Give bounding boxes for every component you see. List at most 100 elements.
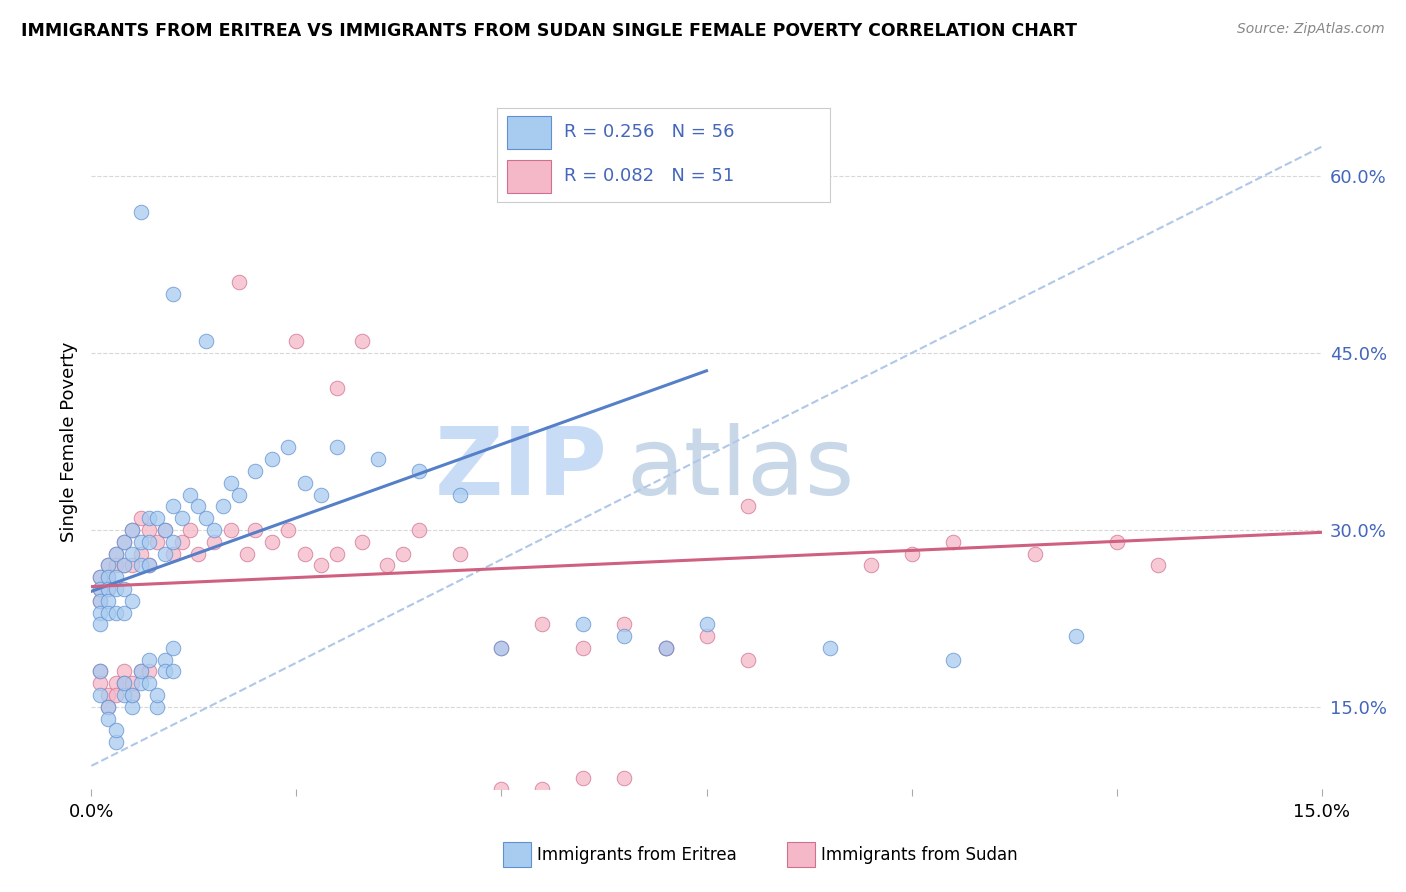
Point: [236, 547, 259, 561]
Point: [138, 676, 160, 690]
Point: [129, 558, 152, 573]
Point: [162, 500, 184, 514]
Point: [202, 523, 225, 537]
Point: [260, 452, 283, 467]
Point: [112, 534, 135, 549]
Point: [97, 582, 120, 596]
Point: [818, 640, 841, 655]
Point: [121, 688, 143, 702]
Point: [187, 547, 209, 561]
Point: [392, 547, 415, 561]
Point: [309, 487, 332, 501]
Point: [375, 558, 398, 573]
Point: [112, 558, 135, 573]
Point: [105, 688, 127, 702]
Point: [112, 688, 135, 702]
Point: [613, 629, 636, 643]
Point: [146, 699, 169, 714]
Point: [408, 523, 430, 537]
Point: [367, 452, 389, 467]
Point: [105, 547, 127, 561]
Point: [129, 534, 152, 549]
Point: [202, 534, 225, 549]
Point: [121, 523, 143, 537]
Point: [138, 653, 160, 667]
Point: [219, 523, 242, 537]
Point: [89, 593, 111, 607]
Point: [170, 511, 193, 525]
Point: [277, 441, 299, 455]
Point: [352, 334, 374, 349]
Point: [97, 606, 120, 620]
Point: [112, 665, 135, 679]
Point: [654, 640, 676, 655]
Point: [260, 534, 283, 549]
Point: [654, 640, 676, 655]
Point: [121, 547, 143, 561]
Point: [146, 511, 169, 525]
Text: Immigrants from Eritrea: Immigrants from Eritrea: [537, 846, 737, 863]
Point: [153, 523, 177, 537]
Point: [97, 688, 120, 702]
Point: [112, 534, 135, 549]
Point: [162, 547, 184, 561]
Point: [1146, 558, 1168, 573]
Point: [121, 699, 143, 714]
Point: [449, 547, 471, 561]
Point: [89, 676, 111, 690]
Point: [138, 511, 160, 525]
Point: [326, 441, 349, 455]
Point: [572, 771, 595, 785]
Point: [219, 475, 242, 490]
Point: [89, 582, 111, 596]
Point: [146, 534, 169, 549]
Point: [900, 547, 922, 561]
Point: [408, 464, 430, 478]
Point: [179, 523, 201, 537]
Point: [245, 523, 267, 537]
Point: [491, 640, 513, 655]
Point: [129, 204, 152, 219]
Point: [326, 547, 349, 561]
Point: [613, 617, 636, 632]
Point: [187, 500, 209, 514]
Point: [97, 570, 120, 584]
Point: [129, 665, 152, 679]
Point: [138, 665, 160, 679]
Point: [153, 665, 177, 679]
Point: [285, 334, 308, 349]
Point: [97, 570, 120, 584]
Point: [105, 558, 127, 573]
Point: [89, 606, 111, 620]
Point: [228, 487, 250, 501]
Point: [97, 593, 120, 607]
Text: Immigrants from Sudan: Immigrants from Sudan: [821, 846, 1018, 863]
Text: Source: ZipAtlas.com: Source: ZipAtlas.com: [1237, 22, 1385, 37]
Point: [121, 688, 143, 702]
Point: [138, 558, 160, 573]
Point: [1024, 547, 1046, 561]
Point: [105, 676, 127, 690]
Point: [737, 653, 759, 667]
Point: [89, 593, 111, 607]
Point: [211, 500, 233, 514]
Point: [105, 723, 127, 738]
Point: [112, 582, 135, 596]
Point: [326, 382, 349, 396]
Point: [129, 676, 152, 690]
Point: [162, 534, 184, 549]
Text: ZIP: ZIP: [436, 424, 607, 516]
Point: [309, 558, 332, 573]
Point: [531, 782, 554, 797]
Point: [89, 617, 111, 632]
Point: [613, 771, 636, 785]
Point: [89, 665, 111, 679]
Y-axis label: Single Female Poverty: Single Female Poverty: [59, 342, 77, 541]
Point: [97, 712, 120, 726]
Point: [153, 547, 177, 561]
Point: [531, 617, 554, 632]
Point: [942, 534, 965, 549]
Point: [654, 640, 676, 655]
Point: [121, 523, 143, 537]
Point: [129, 547, 152, 561]
